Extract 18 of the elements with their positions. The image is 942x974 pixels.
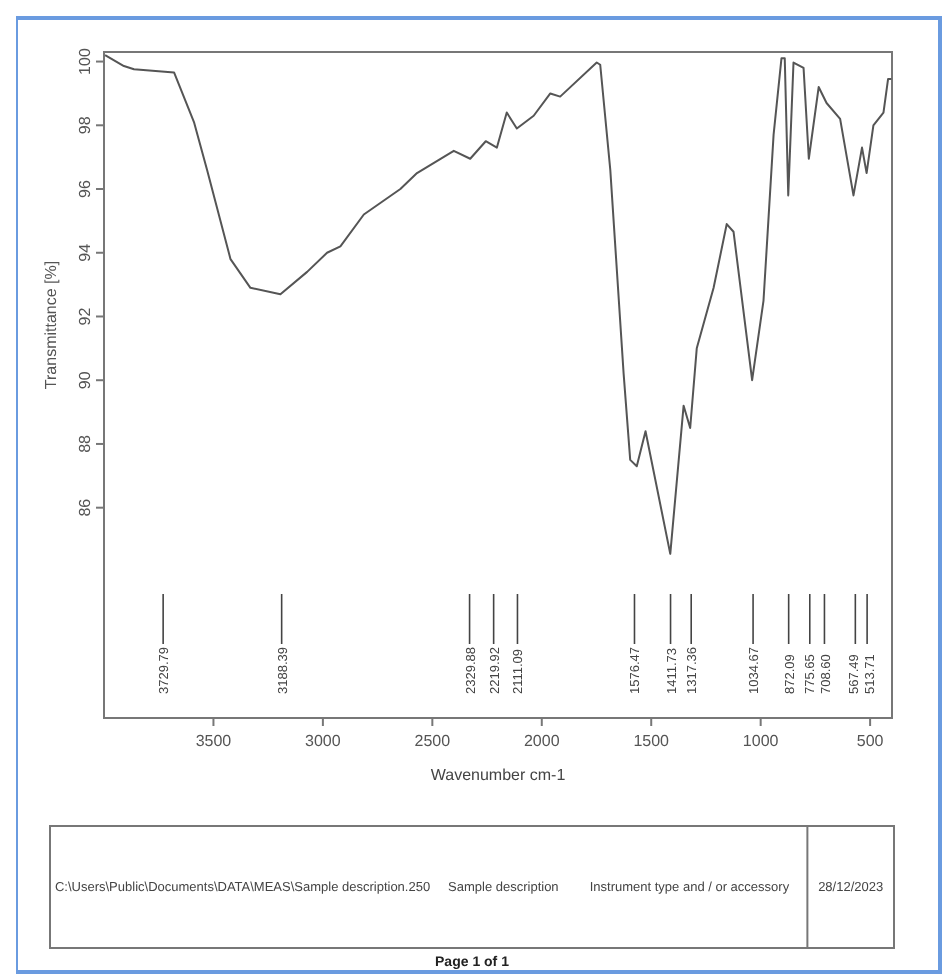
x-tick-label: 1000 xyxy=(742,732,780,750)
y-tick-label: 90 xyxy=(76,370,94,390)
y-tick-label: 100 xyxy=(76,47,94,75)
y-tick-label: 94 xyxy=(76,242,94,262)
y-axis-title: Transmittance [%] xyxy=(42,260,60,390)
y-tick-label: 96 xyxy=(76,179,94,198)
y-tick-label: 98 xyxy=(76,115,94,135)
x-tick-label: 3500 xyxy=(195,732,233,750)
y-tick-label: 86 xyxy=(76,497,94,517)
x-tick-label: 2000 xyxy=(523,732,561,750)
x-tick-label: 3000 xyxy=(305,732,342,750)
x-tick-label: 500 xyxy=(856,732,885,750)
y-tick-label: 92 xyxy=(76,306,94,326)
y-tick-label: 88 xyxy=(76,433,94,453)
x-axis-title: Wavenumber cm-1 xyxy=(430,766,567,784)
line-series xyxy=(104,54,893,555)
x-tick-label: 2500 xyxy=(414,732,452,750)
x-tick-label: 1500 xyxy=(633,732,671,750)
